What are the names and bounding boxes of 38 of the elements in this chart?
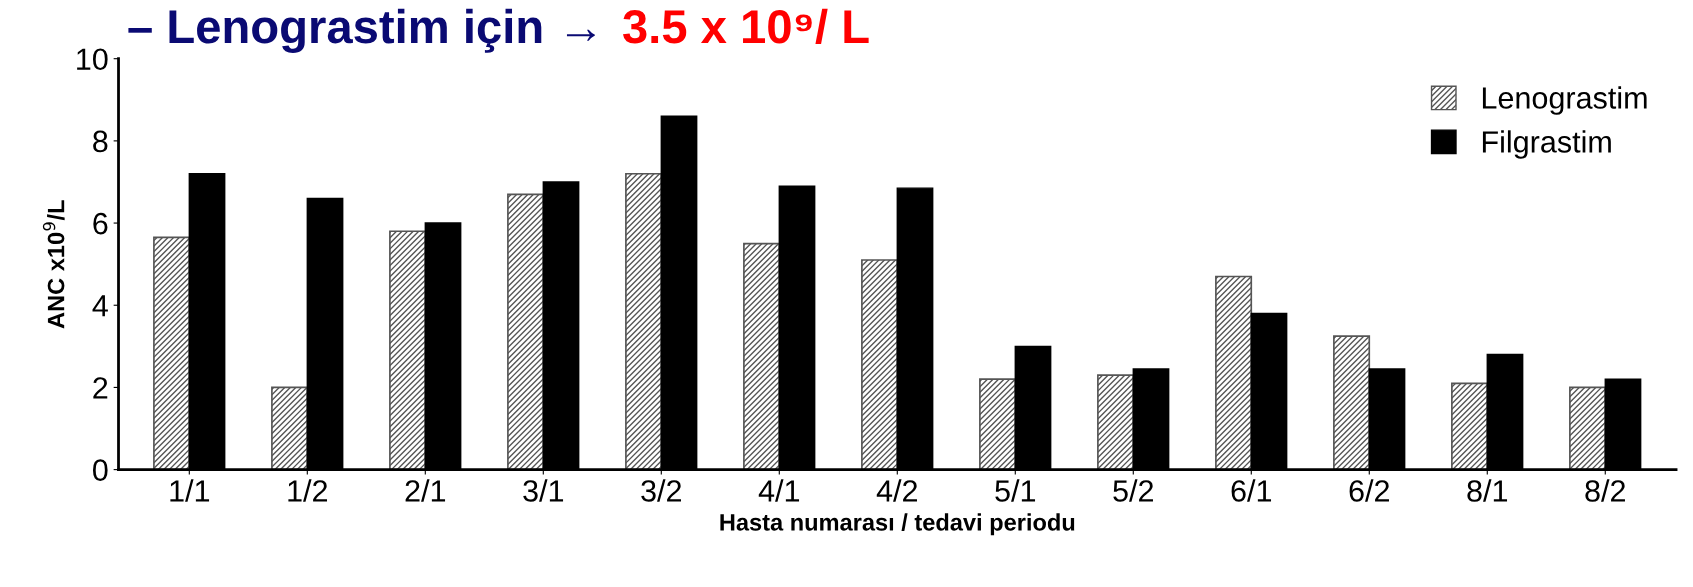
x-tick-label: 4/2 bbox=[876, 479, 917, 502]
bar bbox=[1097, 374, 1135, 470]
bar bbox=[507, 193, 545, 470]
x-tick-label: 6/1 bbox=[1231, 479, 1272, 502]
bar bbox=[1215, 275, 1253, 470]
bar bbox=[1451, 382, 1489, 470]
x-tick-label: 2/1 bbox=[405, 479, 446, 502]
x-tick-label: 1/1 bbox=[170, 479, 210, 502]
bar bbox=[743, 242, 781, 470]
x-tick-label: 8/1 bbox=[1467, 479, 1508, 502]
y-tick-label: 0 bbox=[92, 459, 108, 481]
legend-label: Filgrastim bbox=[1482, 130, 1611, 159]
legend-label: Lenograstim bbox=[1482, 86, 1647, 115]
bar bbox=[271, 386, 309, 470]
bar bbox=[1333, 335, 1371, 470]
chart-subtitle: 3.5 x 10⁹/ L bbox=[622, 8, 869, 44]
bar bbox=[389, 230, 427, 470]
chart-title: – Lenograstim için → bbox=[128, 8, 595, 54]
bar bbox=[1569, 386, 1607, 470]
x-tick-label: 3/1 bbox=[523, 479, 564, 502]
x-tick-label: 8/2 bbox=[1585, 479, 1625, 502]
bar bbox=[153, 236, 191, 470]
x-tick-label: 1/2 bbox=[288, 479, 328, 502]
x-axis-title: Hasta numarası / tedavi periodu bbox=[720, 513, 1075, 536]
bar bbox=[625, 172, 663, 470]
x-tick-label: 5/1 bbox=[995, 479, 1036, 502]
y-axis-title: ANC x10$^{9}$/L bbox=[42, 200, 65, 329]
x-tick-label: 6/2 bbox=[1349, 479, 1389, 502]
y-tick-label: 4 bbox=[92, 295, 108, 317]
y-tick-label: 2 bbox=[93, 377, 108, 399]
x-tick-label: 5/2 bbox=[1113, 479, 1153, 502]
x-tick-label: 3/2 bbox=[641, 479, 681, 502]
y-tick-label: 10 bbox=[77, 48, 108, 71]
x-tick-label: 4/1 bbox=[758, 479, 800, 502]
y-tick-label: 6 bbox=[93, 212, 108, 235]
bar bbox=[861, 259, 899, 470]
y-tick-label: 8 bbox=[93, 130, 108, 153]
bar bbox=[979, 378, 1017, 470]
